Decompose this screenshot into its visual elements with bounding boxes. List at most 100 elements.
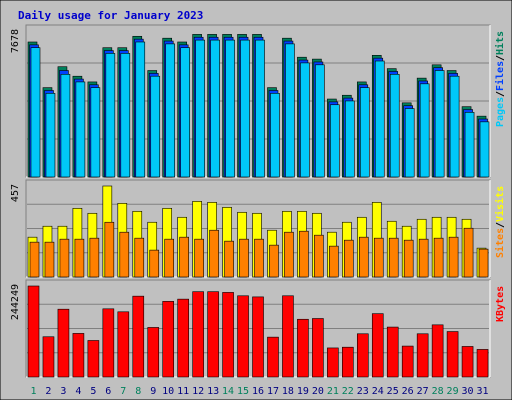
x-tick-label-day-18: 18 <box>282 386 294 397</box>
bar-sites-day-29 <box>448 236 459 278</box>
x-tick-label-day-21: 21 <box>327 386 339 397</box>
x-tick-label-day-29: 29 <box>447 386 459 397</box>
bar-kbytes-day-5 <box>87 340 100 378</box>
bar-kbytes-day-24 <box>371 313 384 378</box>
bar-pages-day-1 <box>30 47 41 178</box>
bar-kbytes-day-30 <box>461 346 474 378</box>
x-tick-label-day-11: 11 <box>177 386 189 397</box>
bar-kbytes-day-16 <box>252 296 264 378</box>
x-tick-label-day-26: 26 <box>402 386 414 397</box>
bar-kbytes-day-7 <box>117 311 130 378</box>
bar-kbytes-day-22 <box>342 346 354 378</box>
legend-separator: / <box>495 91 506 97</box>
bar-sites-day-7 <box>119 231 130 278</box>
bar-kbytes-day-18 <box>282 295 294 378</box>
bar-kbytes-day-17 <box>267 336 279 378</box>
bar-pages-day-2 <box>45 93 56 178</box>
bar-pages-day-22 <box>345 100 355 178</box>
bar-pages-day-10 <box>165 43 176 178</box>
x-tick-label-day-17: 17 <box>267 386 279 397</box>
bar-pages-day-19 <box>300 62 310 178</box>
x-tick-label-day-20: 20 <box>312 386 324 397</box>
y-max-label-visits-sites: 457 <box>10 184 21 202</box>
bar-pages-day-8 <box>135 41 146 178</box>
bar-pages-day-18 <box>285 43 295 178</box>
bar-pages-day-31 <box>479 121 490 178</box>
bar-sites-day-20 <box>314 234 324 278</box>
bar-sites-day-16 <box>254 238 264 278</box>
x-tick-label-day-14: 14 <box>222 386 234 397</box>
bar-kbytes-day-1 <box>27 285 40 378</box>
x-tick-label-day-31: 31 <box>476 386 488 397</box>
legend-separator: / <box>495 55 506 61</box>
bar-sites-day-18 <box>284 231 294 278</box>
chart-panels: 7678Pages/Files/Hits457Sites/Visits24424… <box>10 24 506 397</box>
y-max-label-hits-files-pages: 7678 <box>10 29 21 53</box>
x-tick-label-day-24: 24 <box>372 386 384 397</box>
x-tick-label-day-1: 1 <box>30 386 36 397</box>
bar-pages-day-9 <box>150 75 161 178</box>
bar-sites-day-27 <box>418 238 429 278</box>
bar-sites-day-30 <box>463 227 474 278</box>
x-tick-label-day-5: 5 <box>90 386 96 397</box>
bar-sites-day-6 <box>104 221 115 278</box>
x-tick-label-day-6: 6 <box>105 386 111 397</box>
bar-sites-day-1 <box>29 241 40 278</box>
bar-kbytes-day-23 <box>356 333 369 378</box>
bar-sites-day-21 <box>329 245 339 278</box>
bar-pages-day-15 <box>240 39 250 178</box>
bar-kbytes-day-15 <box>237 295 249 378</box>
x-tick-label-day-13: 13 <box>207 386 219 397</box>
x-tick-label-day-3: 3 <box>60 386 66 397</box>
bar-sites-day-19 <box>299 230 309 278</box>
bar-pages-day-13 <box>210 39 220 178</box>
x-tick-label-day-15: 15 <box>237 386 249 397</box>
bar-sites-day-26 <box>403 239 414 278</box>
bar-sites-day-2 <box>44 241 55 278</box>
bar-pages-day-25 <box>389 74 400 178</box>
bar-sites-day-11 <box>179 236 189 278</box>
bar-sites-day-12 <box>194 238 204 278</box>
bar-pages-day-17 <box>270 93 280 178</box>
bar-kbytes-day-27 <box>416 333 429 378</box>
bar-sites-day-15 <box>239 238 249 278</box>
x-tick-label-day-4: 4 <box>75 386 81 397</box>
bar-pages-day-30 <box>464 112 475 178</box>
x-tick-label-day-22: 22 <box>342 386 354 397</box>
legend-pages: Pages <box>495 97 506 127</box>
x-tick-label-day-27: 27 <box>417 386 429 397</box>
bar-sites-day-5 <box>89 237 100 278</box>
bar-kbytes-day-28 <box>431 324 444 378</box>
bar-kbytes-day-6 <box>102 308 115 378</box>
bar-kbytes-day-14 <box>222 292 234 378</box>
chart-title: Daily usage for January 2023 <box>18 9 203 22</box>
bar-pages-day-7 <box>120 53 131 178</box>
legend-files: Files <box>494 61 506 91</box>
bar-kbytes-day-2 <box>42 336 55 378</box>
bar-pages-day-28 <box>434 70 445 178</box>
bar-pages-day-23 <box>359 87 370 178</box>
x-tick-label-day-19: 19 <box>297 386 309 397</box>
x-tick-label-day-10: 10 <box>162 386 174 397</box>
bar-kbytes-day-25 <box>386 326 399 378</box>
bar-sites-day-23 <box>358 236 369 278</box>
bar-pages-day-20 <box>315 64 325 178</box>
legend-sites: Sites <box>494 228 506 258</box>
bar-pages-day-5 <box>90 87 101 178</box>
bar-kbytes-day-21 <box>327 347 339 378</box>
bar-pages-day-27 <box>419 83 430 178</box>
bar-pages-day-14 <box>225 39 235 178</box>
bar-kbytes-day-9 <box>147 327 160 378</box>
bar-sites-day-8 <box>134 237 145 278</box>
bar-pages-day-29 <box>449 75 460 178</box>
legend-separator: / <box>495 222 506 228</box>
bar-pages-day-26 <box>404 108 415 178</box>
bar-kbytes-day-10 <box>162 301 175 378</box>
bar-kbytes-day-26 <box>401 345 414 378</box>
x-tick-label-day-23: 23 <box>357 386 369 397</box>
x-tick-label-day-25: 25 <box>387 386 399 397</box>
legend-kbytes: KBytes <box>495 286 506 322</box>
bar-sites-day-17 <box>269 244 279 278</box>
